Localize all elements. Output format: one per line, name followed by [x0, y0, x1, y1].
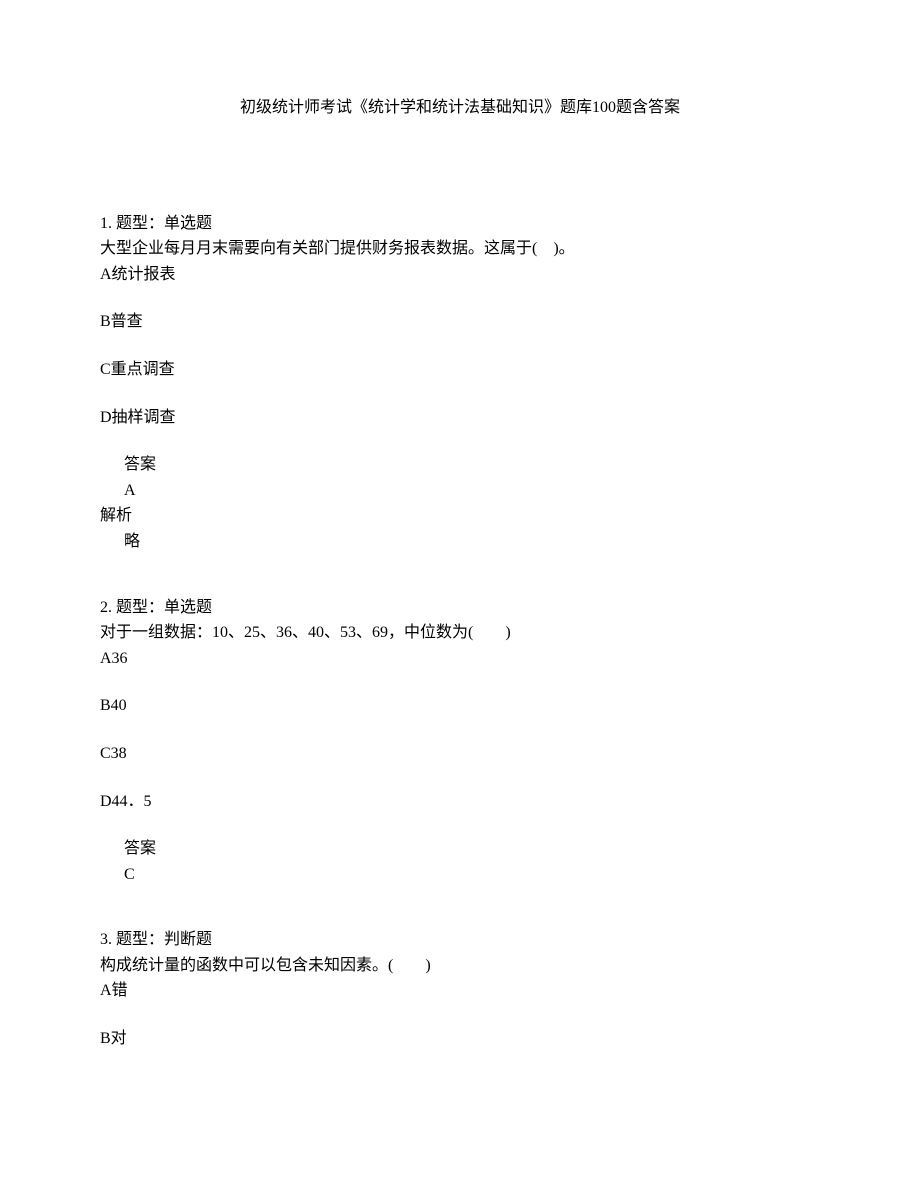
question-3: 3. 题型：判断题 构成统计量的函数中可以包含未知因素。( ) A错 B对: [100, 927, 820, 1051]
question-1-option-a: A统计报表: [100, 262, 820, 288]
question-2-number: 2.: [100, 599, 112, 616]
question-1-text: 大型企业每月月末需要向有关部门提供财务报表数据。这属于( )。: [100, 236, 820, 262]
question-2-type: 题型：单选题: [116, 599, 212, 616]
question-3-type: 题型：判断题: [116, 931, 212, 948]
question-1-option-b: B普查: [100, 309, 820, 335]
question-1-answer: A: [100, 478, 820, 504]
question-1-option-c: C重点调查: [100, 357, 820, 383]
question-3-header: 3. 题型：判断题: [100, 927, 820, 953]
question-1: 1. 题型：单选题 大型企业每月月末需要向有关部门提供财务报表数据。这属于( )…: [100, 211, 820, 555]
question-1-type: 题型：单选题: [116, 215, 212, 232]
question-3-option-a: A错: [100, 978, 820, 1004]
question-3-option-b: B对: [100, 1026, 820, 1052]
question-2-option-b: B40: [100, 693, 820, 719]
question-2-header: 2. 题型：单选题: [100, 595, 820, 621]
question-3-number: 3.: [100, 931, 112, 948]
question-2-text: 对于一组数据：10、25、36、40、53、69，中位数为( ): [100, 620, 820, 646]
question-2-option-a: A36: [100, 646, 820, 672]
question-2-answer-label: 答案: [100, 836, 820, 862]
question-3-text: 构成统计量的函数中可以包含未知因素。( ): [100, 953, 820, 979]
question-1-number: 1.: [100, 215, 112, 232]
question-1-explanation: 略: [100, 529, 820, 555]
question-2-answer: C: [100, 862, 820, 888]
question-1-answer-label: 答案: [100, 452, 820, 478]
question-1-explanation-label: 解析: [100, 503, 820, 529]
question-1-option-d: D抽样调查: [100, 405, 820, 431]
question-2-option-c: C38: [100, 741, 820, 767]
question-2: 2. 题型：单选题 对于一组数据：10、25、36、40、53、69，中位数为(…: [100, 595, 820, 888]
question-1-header: 1. 题型：单选题: [100, 211, 820, 237]
document-title: 初级统计师考试《统计学和统计法基础知识》题库100题含答案: [100, 95, 820, 121]
question-2-option-d: D44．5: [100, 789, 820, 815]
